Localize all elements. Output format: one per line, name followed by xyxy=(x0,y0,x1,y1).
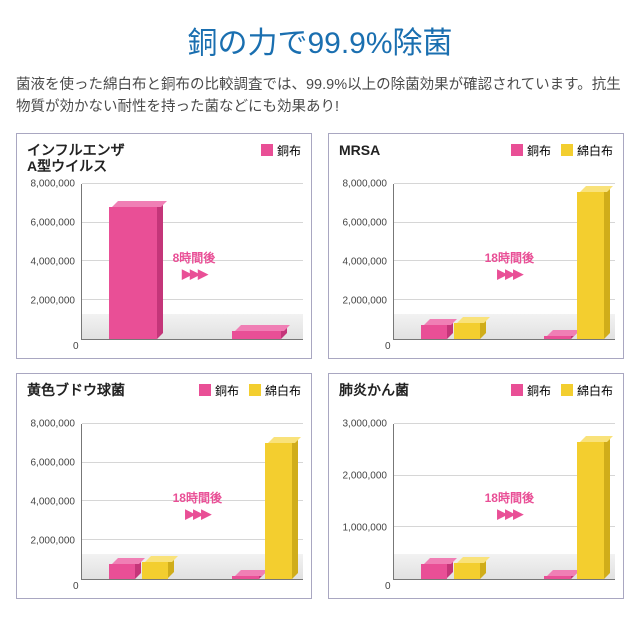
legend-item: 綿白布 xyxy=(561,142,613,159)
bar xyxy=(544,336,571,339)
legend-label: 銅布 xyxy=(215,382,239,399)
bar xyxy=(454,323,481,339)
y-axis-label: 2,000,000 xyxy=(31,295,76,306)
legend-item: 綿白布 xyxy=(249,382,301,399)
bar xyxy=(109,207,158,339)
bar xyxy=(544,576,571,579)
yellow-swatch xyxy=(561,144,573,156)
plot-area: 18時間後▶▶▶ xyxy=(393,424,615,580)
legend-label: 綿白布 xyxy=(577,382,613,399)
y-axis-label: 8,000,000 xyxy=(31,418,76,429)
y-axis-zero: 0 xyxy=(73,341,79,352)
chart-title: 肺炎かん菌 xyxy=(339,382,511,398)
y-axis-label: 2,000,000 xyxy=(31,535,76,546)
bar xyxy=(577,442,604,579)
chart-legend: 銅布 綿白布 xyxy=(511,382,613,399)
legend-label: 綿白布 xyxy=(577,142,613,159)
page-subtitle: 菌液を使った綿白布と銅布の比較調査では、99.9%以上の除菌効果が確認されていま… xyxy=(0,74,640,133)
chart-panel: 黄色ブドウ球菌銅布 綿白布 2,000,000 4,000,000 6,000,000 8… xyxy=(16,373,312,599)
plot-area: 18時間後▶▶▶ xyxy=(81,424,303,580)
y-axis-label: 6,000,000 xyxy=(343,217,388,228)
legend-label: 綿白布 xyxy=(265,382,301,399)
legend-item: 綿白布 xyxy=(561,382,613,399)
bar xyxy=(142,562,169,578)
charts-grid: インフルエンザ A型ウイルス銅布2,000,0004,000,0006,000,… xyxy=(0,133,640,599)
y-axis-label: 1,000,000 xyxy=(343,522,388,533)
legend-label: 銅布 xyxy=(527,382,551,399)
legend-item: 銅布 xyxy=(261,142,301,159)
y-axis-label: 4,000,000 xyxy=(31,496,76,507)
legend-item: 銅布 xyxy=(511,382,551,399)
bar xyxy=(232,576,259,579)
y-axis-zero: 0 xyxy=(385,341,391,352)
bar xyxy=(421,564,448,578)
bar xyxy=(109,564,136,579)
legend-item: 銅布 xyxy=(511,142,551,159)
y-axis-label: 4,000,000 xyxy=(31,256,76,267)
chart-panel: 肺炎かん菌銅布 綿白布 1,000,000 2,000,000 3,000,000 18時… xyxy=(328,373,624,599)
bar xyxy=(421,325,448,339)
chart-title: インフルエンザ A型ウイルス xyxy=(27,142,261,174)
y-axis-label: 6,000,000 xyxy=(31,217,76,228)
pink-swatch xyxy=(511,384,523,396)
y-axis-zero: 0 xyxy=(73,581,79,592)
y-axis-label: 2,000,000 xyxy=(343,295,388,306)
bar xyxy=(577,192,604,339)
y-axis-label: 3,000,000 xyxy=(343,418,388,429)
chart-panel: MRSA 銅布 綿白布 2,000,000 4,000,000 6,000,000 8,00… xyxy=(328,133,624,359)
legend-item: 銅布 xyxy=(199,382,239,399)
page-title: 銅の力で99.9%除菌 xyxy=(0,0,640,74)
chart-legend: 銅布 xyxy=(261,142,301,159)
legend-label: 銅布 xyxy=(527,142,551,159)
yellow-swatch xyxy=(249,384,261,396)
chart-title: 黄色ブドウ球菌 xyxy=(27,382,199,398)
y-axis-label: 8,000,000 xyxy=(343,178,388,189)
yellow-swatch xyxy=(561,384,573,396)
y-axis-zero: 0 xyxy=(385,581,391,592)
y-axis-label: 2,000,000 xyxy=(343,470,388,481)
y-axis-label: 6,000,000 xyxy=(31,457,76,468)
legend-label: 銅布 xyxy=(277,142,301,159)
chart-legend: 銅布 綿白布 xyxy=(511,142,613,159)
plot-area: 8時間後▶▶▶ xyxy=(81,184,303,340)
pink-swatch xyxy=(511,144,523,156)
chart-legend: 銅布 綿白布 xyxy=(199,382,301,399)
bar xyxy=(265,443,292,579)
chart-title: MRSA xyxy=(339,142,511,158)
pink-swatch xyxy=(261,144,273,156)
plot-area: 18時間後▶▶▶ xyxy=(393,184,615,340)
bar xyxy=(232,331,281,339)
chart-panel: インフルエンザ A型ウイルス銅布 2,000,000 4,000,000 6,000,… xyxy=(16,133,312,359)
y-axis-label: 8,000,000 xyxy=(31,178,76,189)
pink-swatch xyxy=(199,384,211,396)
y-axis-label: 4,000,000 xyxy=(343,256,388,267)
bar xyxy=(454,563,481,579)
